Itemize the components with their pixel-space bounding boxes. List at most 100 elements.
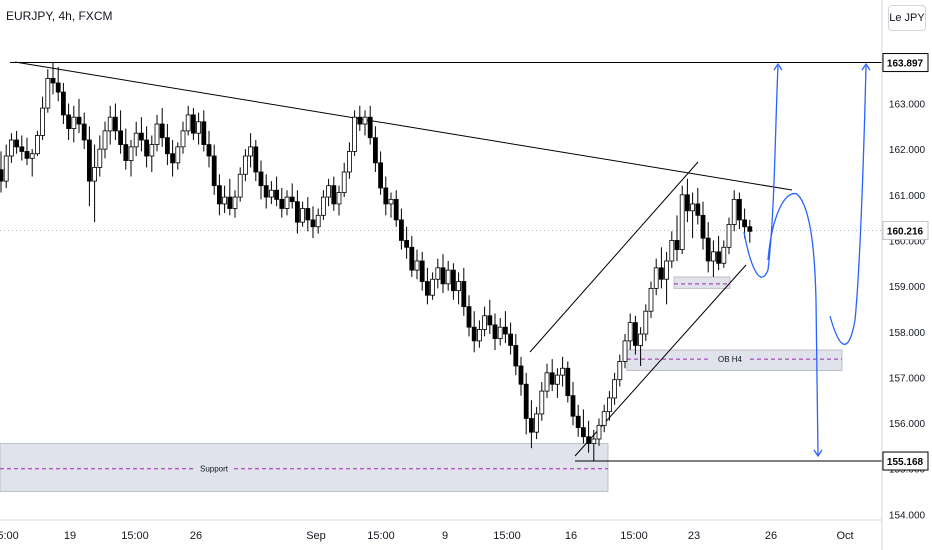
candle-body <box>378 162 384 189</box>
candle <box>175 142 181 170</box>
candle-body <box>711 251 716 262</box>
candle <box>622 334 628 369</box>
candle-body <box>0 169 4 182</box>
x-tick-label: 19 <box>64 530 76 542</box>
candle <box>653 258 659 296</box>
candle-body <box>113 116 118 132</box>
candle-body <box>648 287 654 312</box>
candle <box>581 409 586 444</box>
candle-body <box>253 146 259 173</box>
candle-body <box>71 116 77 130</box>
price-label-text: 155.168 <box>887 457 924 468</box>
candle <box>586 420 591 453</box>
candle <box>674 215 680 261</box>
candle-body <box>123 144 129 161</box>
candle <box>216 174 222 216</box>
candle-body <box>61 91 66 116</box>
candle-body <box>242 155 248 175</box>
projection-path <box>743 65 867 456</box>
candle-body <box>560 367 565 376</box>
candle <box>607 391 612 421</box>
candle <box>14 130 20 154</box>
candle <box>357 105 363 131</box>
candle-body <box>461 281 467 308</box>
candle-body <box>305 208 311 221</box>
candle-body <box>315 214 321 228</box>
candle-body <box>731 198 737 225</box>
candle-body <box>445 269 451 285</box>
candle-body <box>695 203 701 216</box>
candle-body <box>237 173 243 198</box>
candle <box>50 62 56 95</box>
currency-button[interactable]: Le JPY <box>888 5 926 31</box>
candle-body <box>50 77 56 84</box>
candle-body <box>284 196 290 209</box>
candle <box>445 260 451 291</box>
candle <box>565 361 571 403</box>
candle-body <box>164 137 170 155</box>
candle <box>279 187 285 218</box>
y-tick-label: 163.000 <box>889 100 926 111</box>
candle-body <box>679 194 685 250</box>
descending-trendline <box>14 61 793 191</box>
candle <box>315 208 321 234</box>
candle-body <box>185 114 191 132</box>
candle-body <box>45 77 51 109</box>
y-tick-label: 159.000 <box>889 282 926 293</box>
candle-body <box>471 326 477 342</box>
candle <box>71 105 77 143</box>
candle <box>8 133 14 163</box>
candle-body <box>258 171 264 187</box>
candle-body <box>372 137 378 164</box>
candle-body <box>404 240 410 248</box>
candle <box>284 190 290 216</box>
candle <box>341 162 347 198</box>
candle-body <box>263 185 269 198</box>
candle <box>305 197 311 232</box>
candle-body <box>596 424 602 440</box>
price-label-box <box>882 221 929 240</box>
channel-upper-line <box>529 161 699 353</box>
candle-body <box>248 146 254 157</box>
candle <box>320 190 326 220</box>
price-label: 160.216 <box>882 221 929 240</box>
candle <box>352 110 358 156</box>
candle <box>61 82 66 125</box>
candle-body <box>8 139 14 157</box>
y-tick-label: 158.000 <box>889 328 926 339</box>
candle <box>700 201 706 250</box>
candle <box>534 407 539 440</box>
candle-body <box>502 326 508 335</box>
candle <box>502 311 508 344</box>
candle-body <box>66 114 71 130</box>
candle <box>440 254 446 293</box>
candle <box>487 299 493 335</box>
candle <box>274 176 280 207</box>
candle-body <box>326 185 332 198</box>
candle <box>336 185 342 216</box>
candle <box>393 190 399 227</box>
candle <box>268 181 274 204</box>
candle <box>560 356 565 387</box>
candle-body <box>232 196 238 209</box>
candle-body <box>466 306 472 328</box>
candle-body <box>555 374 560 385</box>
candle <box>133 121 139 156</box>
candle-body <box>216 185 222 205</box>
price-label-text: 163.897 <box>887 59 924 70</box>
candle-body <box>419 260 425 282</box>
x-tick-label: 15:00 <box>0 530 19 542</box>
candle <box>211 144 217 195</box>
candle-body <box>180 130 186 148</box>
candle <box>107 105 113 145</box>
candle <box>149 135 155 172</box>
candle-body <box>398 219 404 241</box>
candle <box>164 124 170 166</box>
candle-body <box>534 413 539 433</box>
candle <box>0 151 4 193</box>
x-tick-label: 26 <box>190 530 202 542</box>
x-tick-label: 9 <box>442 530 448 542</box>
x-tick-label: 15:00 <box>121 530 149 542</box>
x-tick-label: Oct <box>836 530 853 542</box>
